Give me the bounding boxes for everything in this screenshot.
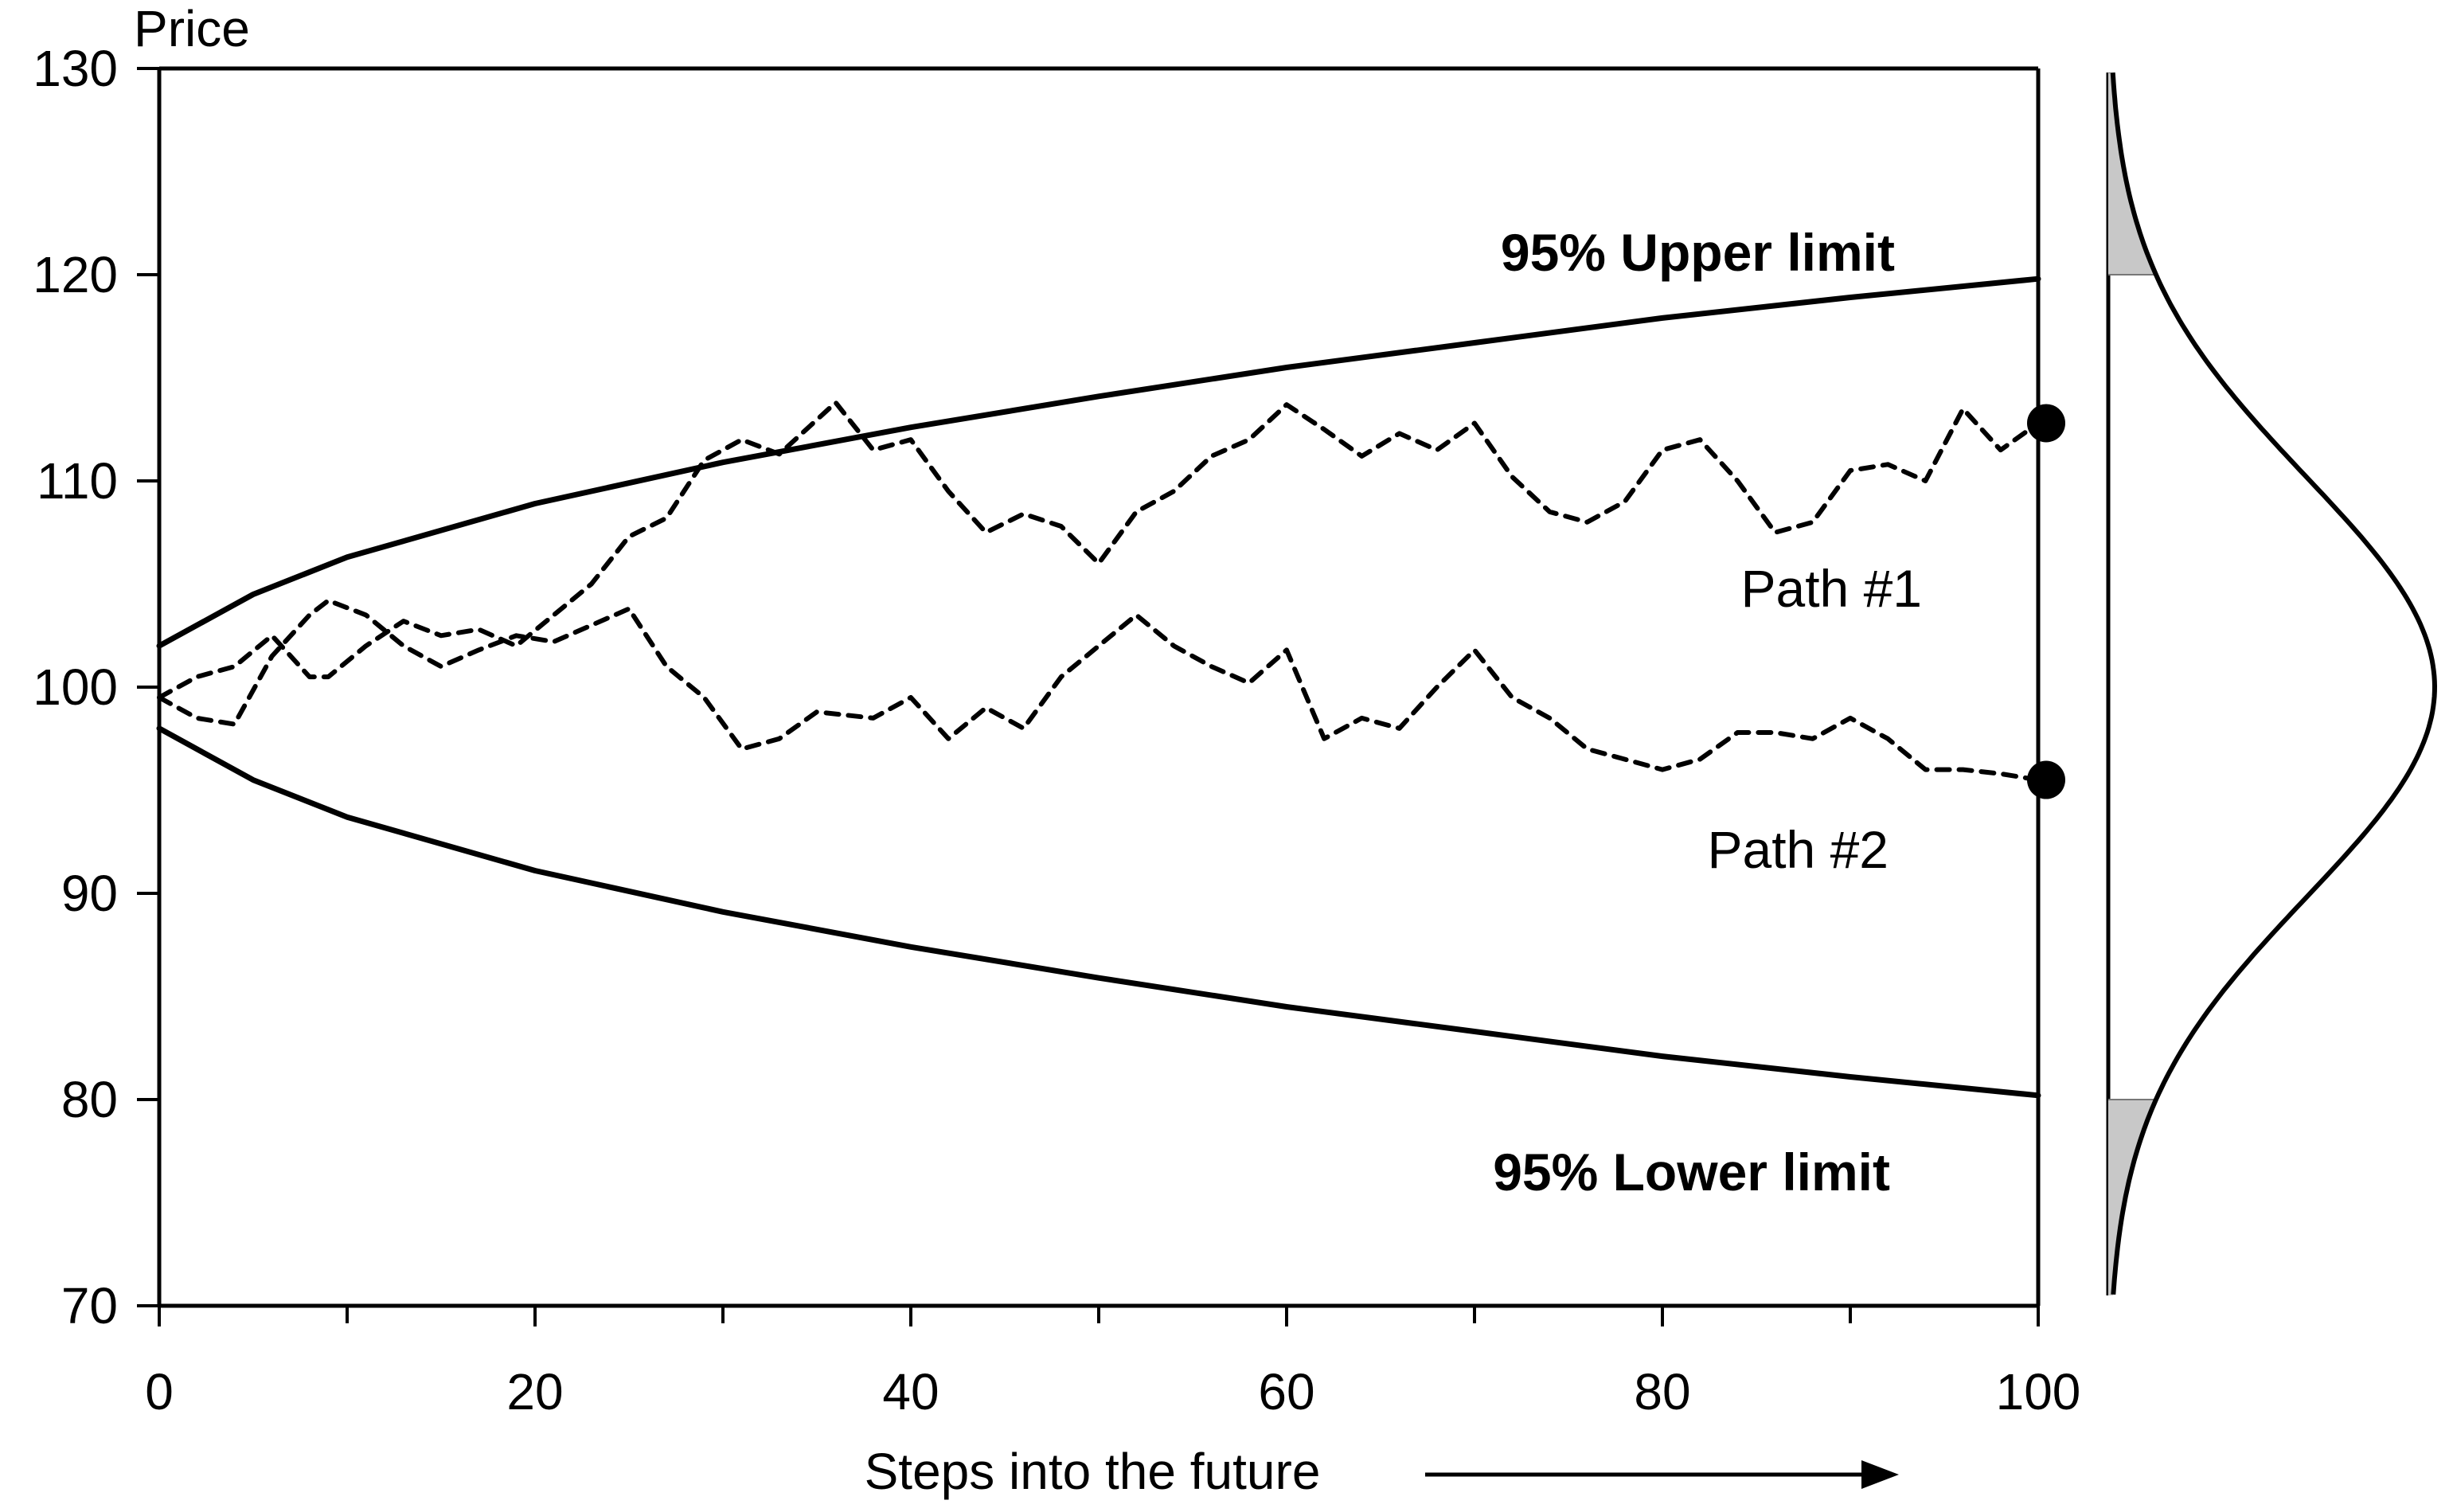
series-line-1 [156, 275, 2041, 649]
x-axis-arrow-head [1861, 1460, 1899, 1489]
series-line-2 [156, 725, 2041, 1099]
series-layer [156, 275, 2065, 1099]
y-tick-label: 80 [61, 1071, 118, 1128]
axes-layer: 0 20 40 60 80 100 70 80 90 100 110 120 130 [33, 40, 2080, 1420]
path1-label: Path #1 [1740, 559, 1922, 618]
y-tick-label: 70 [61, 1277, 118, 1334]
x-axis-title: Steps into the future [865, 1443, 1321, 1500]
lower-limit-label: 95% Lower limit [1493, 1143, 1890, 1201]
x-tick-label: 20 [506, 1363, 563, 1420]
x-tick-label: 80 [1634, 1363, 1690, 1420]
upper-tail-shade [2108, 72, 2156, 275]
series-end-marker-3 [2027, 404, 2065, 443]
lower-tail-shade [2108, 1100, 2156, 1295]
y-tick-label: 120 [33, 246, 118, 303]
path2-label: Path #2 [1707, 820, 1889, 879]
series-line-3 [157, 400, 2041, 700]
series-line-4 [157, 598, 2041, 783]
series-end-marker-4 [2027, 760, 2065, 799]
distribution-layer [2106, 72, 2437, 1296]
x-tick-label: 60 [1258, 1363, 1314, 1420]
x-tick-label: 40 [882, 1363, 939, 1420]
x-tick-label: 0 [145, 1363, 174, 1420]
x-tick-label: 100 [1996, 1363, 2081, 1420]
text-layer: Price Steps into the future 95% Upper limi… [134, 0, 1922, 1500]
y-tick-label: 130 [33, 40, 118, 97]
y-tick-label: 100 [33, 658, 118, 716]
upper-limit-label: 95% Upper limit [1501, 223, 1895, 282]
y-axis-title: Price [134, 0, 250, 57]
distribution-curve [2110, 72, 2437, 1295]
y-tick-label: 90 [61, 865, 118, 922]
y-tick-label: 110 [37, 452, 118, 510]
